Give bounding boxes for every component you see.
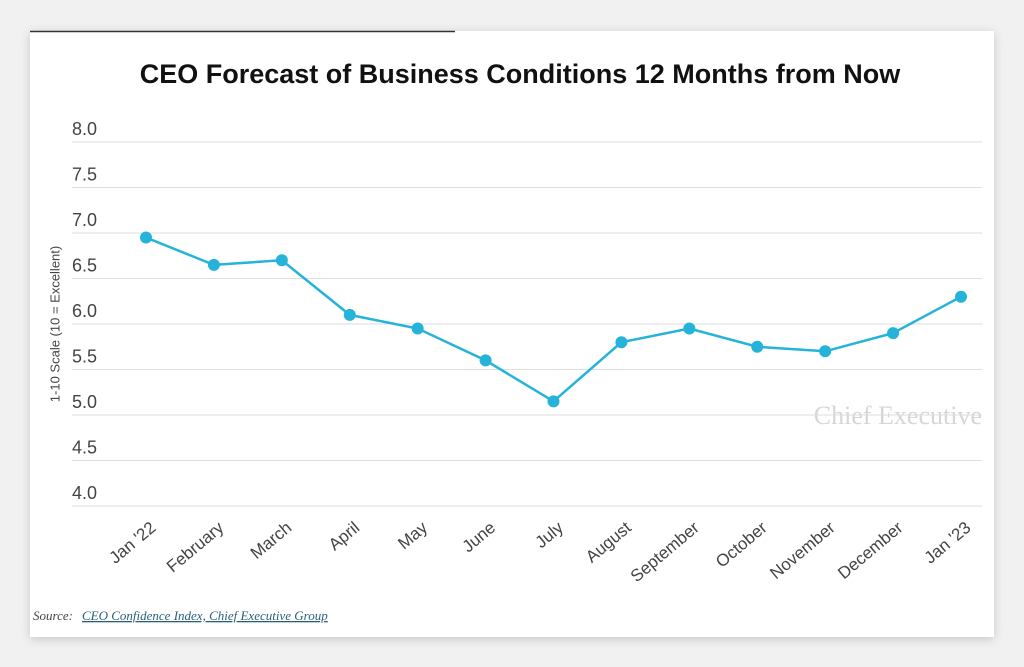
- point: [411, 322, 424, 335]
- source-link[interactable]: CEO Confidence Index, Chief Executive Gr…: [82, 608, 328, 623]
- y-tick-label: 6.0: [72, 301, 97, 321]
- y-tick-label: 4.0: [72, 483, 97, 503]
- point: [683, 322, 696, 335]
- point: [955, 290, 967, 303]
- y-tick-label: 5.0: [72, 392, 97, 412]
- point: [819, 345, 832, 358]
- point: [207, 258, 220, 271]
- y-tick-label: 4.5: [72, 437, 97, 457]
- point: [275, 254, 288, 267]
- point: [479, 354, 492, 367]
- y-tick-label: 6.5: [72, 255, 97, 275]
- point: [140, 231, 152, 244]
- point: [887, 327, 900, 340]
- point: [343, 308, 356, 321]
- card: [30, 31, 994, 637]
- y-tick-label: 7.0: [72, 210, 97, 230]
- y-axis-label: 1-10 Scale (10 = Excellent): [47, 246, 62, 402]
- point: [615, 336, 628, 349]
- chart-title: CEO Forecast of Business Conditions 12 M…: [140, 59, 902, 89]
- y-tick-label: 7.5: [72, 164, 97, 184]
- source-label: Source:: [33, 608, 73, 623]
- y-tick-label: 8.0: [72, 119, 97, 139]
- point: [547, 395, 560, 408]
- y-tick-label: 5.5: [72, 346, 97, 366]
- point: [751, 340, 764, 353]
